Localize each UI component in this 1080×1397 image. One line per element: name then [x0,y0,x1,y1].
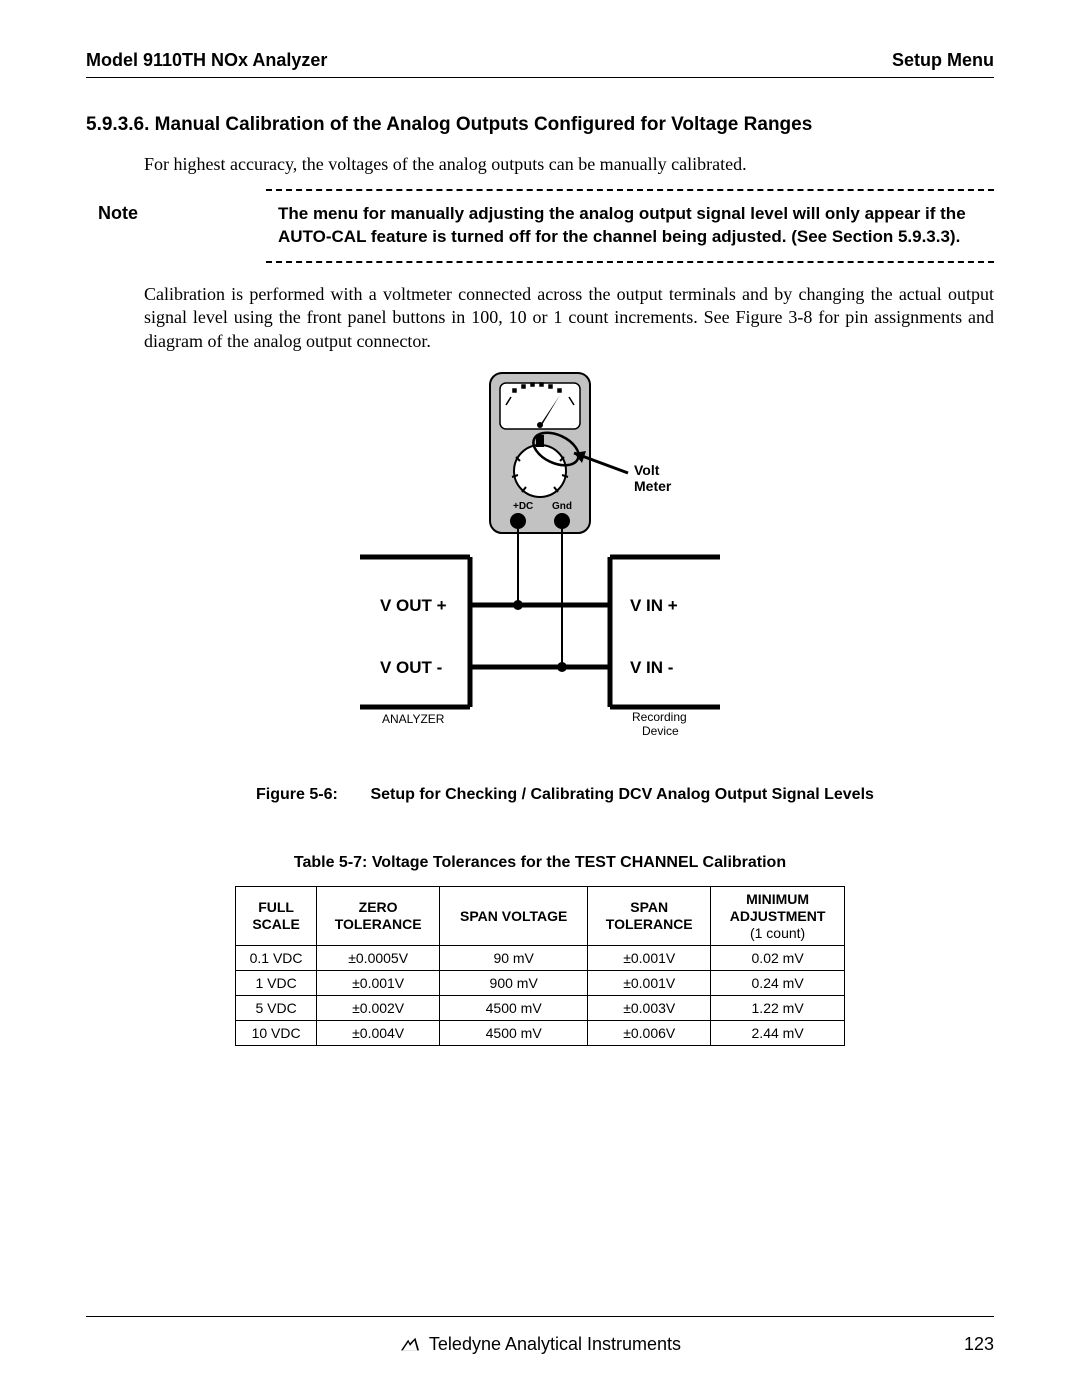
figure-caption-text: Setup for Checking / Calibrating DCV Ana… [370,786,873,803]
page-footer: Teledyne Analytical Instruments 123 [86,1334,994,1355]
figure-diagram: V +DC Gnd Volt Meter [260,367,820,772]
recorder-label-1: Recording [632,710,687,724]
intro-paragraph: For highest accuracy, the voltages of th… [144,154,994,175]
cell: ±0.001V [588,971,711,996]
tolerance-table: FULL SCALE ZERO TOLERANCE SPAN VOLTAGE S… [235,886,845,1046]
calibration-paragraph: Calibration is performed with a voltmete… [144,283,994,353]
page-number: 123 [964,1334,994,1355]
cell: 1.22 mV [711,996,845,1021]
col-zero-tolerance: ZERO TOLERANCE [317,887,440,946]
cell: ±0.002V [317,996,440,1021]
cell: ±0.003V [588,996,711,1021]
cell: 0.1 VDC [236,946,317,971]
cell: 4500 mV [440,996,588,1021]
figure-label: Figure 5-6: [256,786,366,804]
section-number: 5.9.3.6. [86,114,149,135]
cell: 0.24 mV [711,971,845,996]
cell: ±0.0005V [317,946,440,971]
header-rule [86,77,994,78]
table-header-row: FULL SCALE ZERO TOLERANCE SPAN VOLTAGE S… [236,887,845,946]
vout-minus-label: V OUT - [380,658,442,677]
recorder-label-2: Device [642,724,679,738]
table-row: 1 VDC ±0.001V 900 mV ±0.001V 0.24 mV [236,971,845,996]
vout-plus-label: V OUT + [380,596,447,615]
note-top-border [266,189,994,191]
table-row: 5 VDC ±0.002V 4500 mV ±0.003V 1.22 mV [236,996,845,1021]
header-right: Setup Menu [892,50,994,71]
cell: 4500 mV [440,1021,588,1046]
footer-rule [86,1316,994,1317]
footer-company: Teledyne Analytical Instruments [429,1334,681,1355]
page-header: Model 9110TH NOx Analyzer Setup Menu [86,50,994,71]
section-title: Manual Calibration of the Analog Outputs… [155,114,813,135]
analyzer-label: ANALYZER [382,712,445,726]
col-span-tolerance: SPAN TOLERANCE [588,887,711,946]
note-body: The menu for manually adjusting the anal… [278,203,994,249]
meter-gnd-label: Gnd [552,501,572,512]
cell: 90 mV [440,946,588,971]
col-span-voltage: SPAN VOLTAGE [440,887,588,946]
cell: 1 VDC [236,971,317,996]
vin-minus-label: V IN - [630,658,673,677]
cell: 2.44 mV [711,1021,845,1046]
note-block: Note The menu for manually adjusting the… [86,197,994,255]
cell: 900 mV [440,971,588,996]
col-full-scale: FULL SCALE [236,887,317,946]
table-row: 10 VDC ±0.004V 4500 mV ±0.006V 2.44 mV [236,1021,845,1046]
volt-label-2: Meter [634,478,672,494]
volt-label-1: Volt [634,462,660,478]
cell: 10 VDC [236,1021,317,1046]
vin-plus-label: V IN + [630,596,678,615]
table-caption: Table 5-7: Voltage Tolerances for the TE… [86,854,994,872]
cell: ±0.006V [588,1021,711,1046]
cell: 5 VDC [236,996,317,1021]
note-label: Note [86,203,278,224]
cell: ±0.001V [317,971,440,996]
meter-dc-label: +DC [513,501,533,512]
table-row: 0.1 VDC ±0.0005V 90 mV ±0.001V 0.02 mV [236,946,845,971]
section-heading: 5.9.3.6. Manual Calibration of the Analo… [86,114,994,136]
note-bottom-border [266,261,994,263]
col-min-adjustment: MINIMUM ADJUSTMENT (1 count) [711,887,845,946]
header-left: Model 9110TH NOx Analyzer [86,50,327,71]
figure-caption: Figure 5-6: Setup for Checking / Calibra… [256,786,994,804]
cell: ±0.001V [588,946,711,971]
teledyne-logo-icon [399,1336,421,1354]
cell: 0.02 mV [711,946,845,971]
cell: ±0.004V [317,1021,440,1046]
